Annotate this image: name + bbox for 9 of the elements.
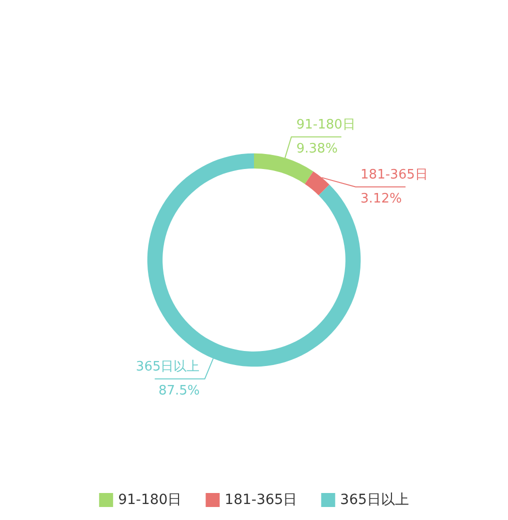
data-label: 9.38% bbox=[296, 141, 338, 156]
legend-label: 91-180日 bbox=[118, 492, 182, 508]
slice-label: 181-365日 bbox=[360, 167, 428, 182]
slice-label: 365日以上 bbox=[136, 359, 200, 374]
data-label: 87.5% bbox=[158, 383, 200, 398]
data-label: 3.12% bbox=[360, 191, 402, 206]
legend-label: 365日以上 bbox=[340, 492, 409, 508]
slice-label: 91-180日 bbox=[296, 117, 356, 132]
legend-label: 181-365日 bbox=[224, 492, 298, 508]
